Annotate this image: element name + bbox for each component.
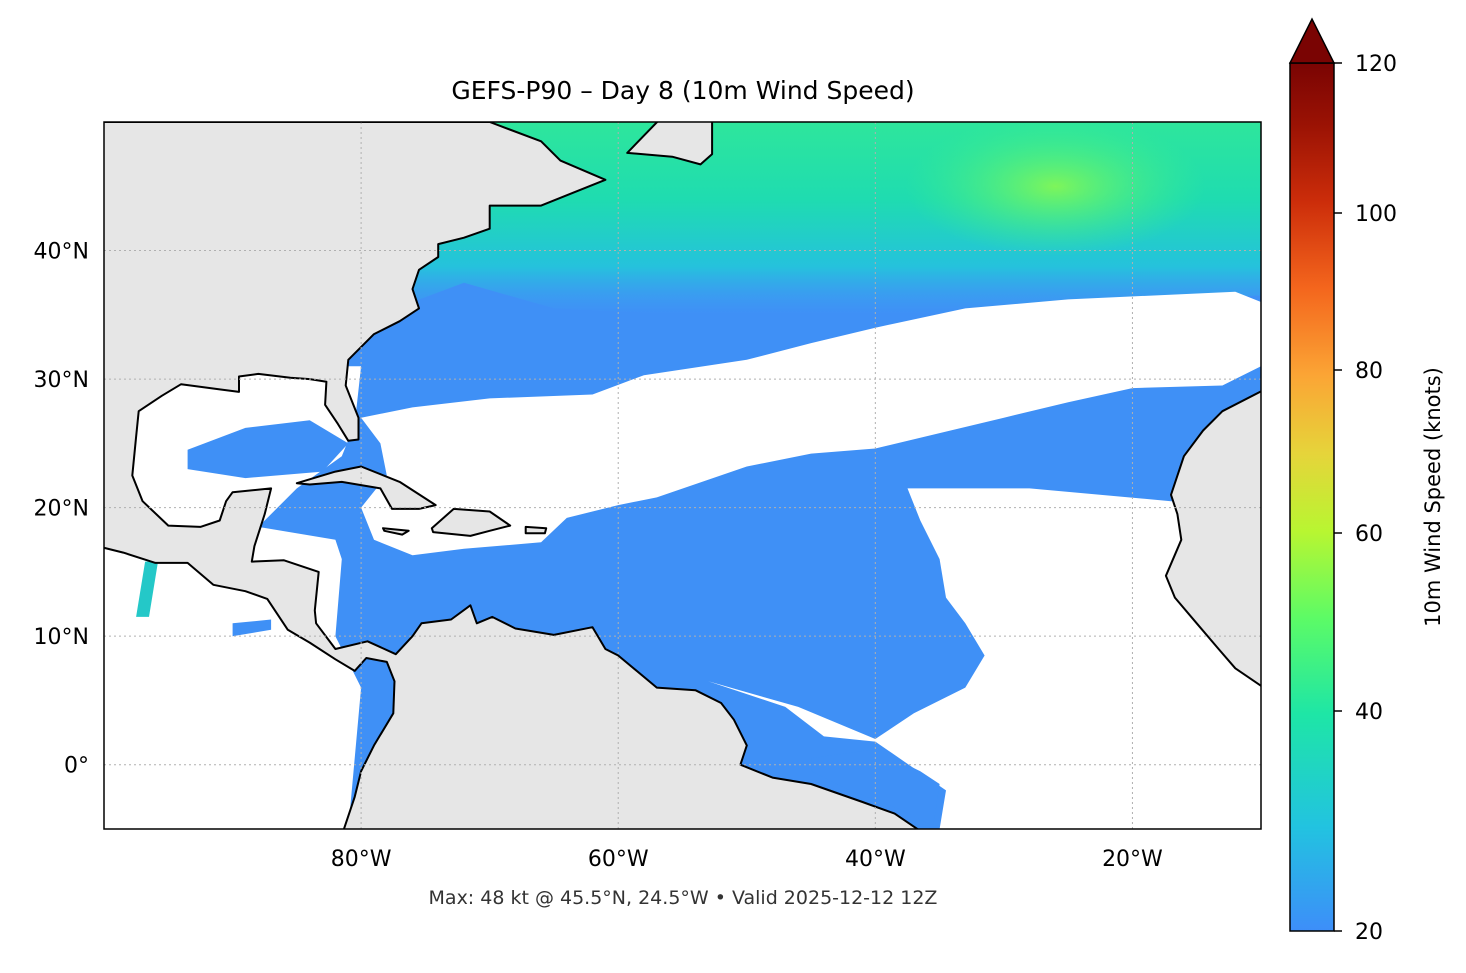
colorbar-ticks: 120 100 80 60 40 20 (1334, 52, 1397, 945)
colorbar-tick-label: 20 (1355, 920, 1383, 945)
colorbar-tick-label: 40 (1355, 700, 1383, 725)
colorbar-extend-arrow (1288, 17, 1336, 64)
colorbar-tick-label: 60 (1355, 522, 1383, 547)
calm-region (708, 488, 1261, 829)
land-island (524, 525, 548, 535)
land-island (295, 465, 437, 510)
colorbar-tick-label: 100 (1355, 202, 1397, 227)
chart-title: GEFS-P90 – Day 8 (10m Wind Speed) (451, 76, 914, 105)
x-tick-label: 80°W (331, 847, 392, 872)
y-tick-label: 40°N (34, 240, 89, 265)
colorbar-gradient (1289, 62, 1335, 932)
x-axis-ticks: 80°W 60°W 40°W 20°W (331, 847, 1163, 872)
colorbar-label: 10m Wind Speed (knots) (1421, 367, 1445, 627)
x-tick-label: 40°W (845, 847, 906, 872)
y-tick-label: 10°N (34, 625, 89, 650)
y-tick-label: 0° (64, 754, 89, 779)
wind-patch-papagayo (232, 619, 272, 637)
land-africa (1164, 390, 1261, 688)
colorbar-tick-label: 80 (1355, 359, 1383, 384)
calm-region (104, 366, 362, 829)
map-frame (103, 121, 1262, 830)
footer-text: Max: 48 kt @ 45.5°N, 24.5°W • Valid 2025… (429, 887, 938, 909)
y-axis-ticks: 40°N 30°N 20°N 10°N 0° (34, 240, 89, 779)
wind-patch-tehuantepec (136, 561, 158, 617)
colorbar: 120 100 80 60 40 20 10m Wind Speed (knots) (1288, 17, 1445, 945)
land-island (382, 527, 410, 536)
wind-patch-gulf (187, 420, 349, 479)
x-tick-label: 20°W (1102, 847, 1163, 872)
x-tick-label: 60°W (588, 847, 649, 872)
land-island (430, 507, 512, 537)
wind-maximum-area (905, 122, 1206, 257)
y-tick-label: 30°N (34, 368, 89, 393)
calm-region (361, 291, 1261, 556)
map-area (104, 122, 1261, 829)
land-americas (104, 122, 920, 829)
y-tick-label: 20°N (34, 497, 89, 522)
land-island (626, 122, 714, 166)
colorbar-tick-label: 120 (1355, 52, 1397, 77)
